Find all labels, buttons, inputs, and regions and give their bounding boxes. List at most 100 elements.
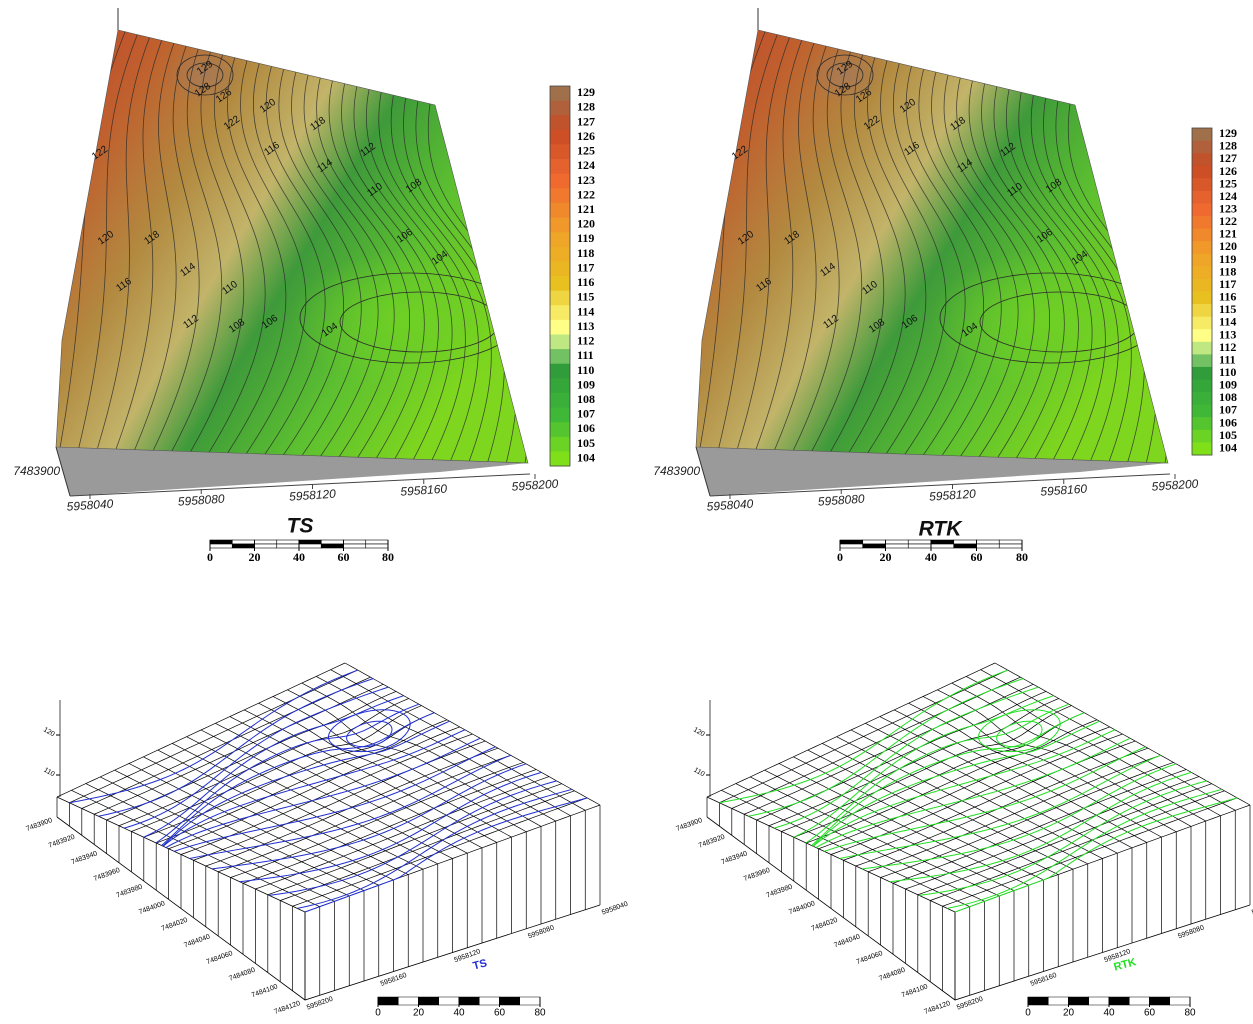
scale-label: 60 bbox=[494, 1008, 506, 1019]
colorbar-cell bbox=[1192, 442, 1212, 455]
grid-line bbox=[345, 663, 600, 805]
colorbar-cell bbox=[1192, 392, 1212, 405]
contour-line bbox=[862, 764, 1176, 869]
low-shade bbox=[930, 250, 1170, 390]
colorbar-label: 112 bbox=[577, 334, 594, 348]
colorbar-label: 116 bbox=[577, 275, 594, 289]
scale-label: 60 bbox=[1144, 1008, 1156, 1019]
scale-seg bbox=[1129, 997, 1149, 1005]
x-tick-label: 5958120 bbox=[929, 487, 977, 504]
z-tick-label: 120 bbox=[42, 726, 56, 738]
contour-line bbox=[806, 704, 1069, 843]
colorbar-cell bbox=[550, 422, 570, 437]
x-tick-label: 5958160 bbox=[400, 482, 448, 499]
scale-label: 80 bbox=[1184, 1008, 1196, 1019]
grid-line bbox=[158, 750, 408, 874]
y-tick-label: 7484040 bbox=[183, 933, 211, 949]
scale-seg bbox=[999, 540, 1022, 544]
colorbar-label: 126 bbox=[577, 129, 595, 143]
colorbar-label: 111 bbox=[577, 348, 594, 362]
scale-seg bbox=[299, 540, 321, 544]
contour-line bbox=[156, 704, 419, 843]
grid-line bbox=[293, 798, 588, 906]
scale-seg bbox=[1170, 997, 1190, 1005]
colorbar-label: 117 bbox=[577, 260, 594, 274]
y-tick-label: 7484120 bbox=[923, 1000, 951, 1016]
colorbar-label: 121 bbox=[577, 202, 595, 216]
panel-title: RTK bbox=[919, 518, 964, 541]
colorbar-cell bbox=[550, 174, 570, 189]
scale-seg bbox=[366, 544, 388, 548]
scale-label: 20 bbox=[249, 550, 261, 564]
panel-title: TS bbox=[287, 515, 314, 538]
colorbar-cell bbox=[1192, 317, 1212, 330]
colorbar-cell bbox=[1192, 380, 1212, 393]
contour-line bbox=[812, 713, 1085, 846]
colorbar-cell bbox=[1192, 430, 1212, 443]
y-tick-label: 7484060 bbox=[206, 950, 234, 966]
scale-seg bbox=[840, 544, 863, 548]
scale-seg bbox=[863, 540, 886, 544]
grid-line bbox=[923, 697, 1176, 832]
scale-seg bbox=[1048, 997, 1068, 1005]
scale-seg bbox=[210, 540, 232, 544]
z-tick-label: 110 bbox=[692, 767, 705, 779]
scale-seg bbox=[479, 997, 499, 1005]
grid-line bbox=[259, 703, 512, 837]
colorbar-cell bbox=[550, 130, 570, 145]
scale-seg bbox=[954, 540, 977, 544]
colorbar-cell bbox=[550, 247, 570, 262]
scale-label: 20 bbox=[413, 1008, 425, 1019]
scale-seg bbox=[277, 544, 299, 548]
colorbar-cell bbox=[550, 364, 570, 379]
colorbar-label: 106 bbox=[577, 421, 595, 435]
y-tick-label: 7483960 bbox=[743, 867, 771, 883]
surface-panel: 1291281261221201181161141121101081061041… bbox=[653, 8, 1199, 514]
colorbar-label: 122 bbox=[577, 187, 595, 201]
colorbar-cell bbox=[550, 101, 570, 116]
scale-seg bbox=[908, 544, 931, 548]
scale-seg bbox=[977, 544, 1000, 548]
contour-line bbox=[144, 696, 404, 838]
colorbar-cell bbox=[550, 437, 570, 452]
colorbar-cell bbox=[1192, 279, 1212, 292]
y-tick-label: 7484080 bbox=[878, 967, 906, 983]
colorbar-label: 123 bbox=[577, 173, 595, 187]
scale-label: 40 bbox=[453, 1008, 465, 1019]
colorbar-label: 105 bbox=[577, 436, 595, 450]
scale-seg bbox=[931, 544, 954, 548]
scale-label: 20 bbox=[1063, 1008, 1075, 1019]
colorbar-label: 110 bbox=[577, 363, 594, 377]
scale-seg bbox=[999, 544, 1022, 548]
colorbar-label: 118 bbox=[577, 246, 594, 260]
colorbar-cell bbox=[1192, 292, 1212, 305]
scale-seg bbox=[344, 544, 366, 548]
colorbar-cell bbox=[1192, 304, 1212, 317]
scale-seg bbox=[908, 540, 931, 544]
colorbar-cell bbox=[1192, 417, 1212, 430]
scale-seg bbox=[321, 540, 343, 544]
x-tick-label: 5958040 bbox=[66, 497, 114, 514]
colorbar-cell bbox=[550, 393, 570, 408]
colorbar-cell bbox=[1192, 329, 1212, 342]
y-tick-label: 7483920 bbox=[48, 834, 76, 850]
grid-line bbox=[115, 770, 364, 890]
colorbar-label: 119 bbox=[577, 231, 594, 245]
grid-line bbox=[981, 670, 1236, 811]
x-tick-label: 5958200 bbox=[511, 477, 559, 494]
y-tick-label: 7484020 bbox=[811, 917, 839, 933]
grid-line bbox=[100, 777, 349, 896]
grid-line bbox=[765, 770, 1014, 890]
colorbar-cell bbox=[1192, 367, 1212, 380]
y-tick-label: 7483900 bbox=[13, 464, 60, 478]
colorbar-cell bbox=[550, 261, 570, 276]
y-tick-label: 7484120 bbox=[273, 1000, 301, 1016]
colorbar-cell bbox=[550, 320, 570, 335]
contour-line bbox=[174, 747, 495, 852]
y-tick-label: 7483980 bbox=[765, 884, 793, 900]
colorbar-cell bbox=[1192, 128, 1212, 141]
colorbar-cell bbox=[1192, 203, 1212, 216]
scale-seg bbox=[863, 544, 886, 548]
colorbar-cell bbox=[550, 334, 570, 349]
y-tick-label: 7483900 bbox=[675, 817, 703, 833]
